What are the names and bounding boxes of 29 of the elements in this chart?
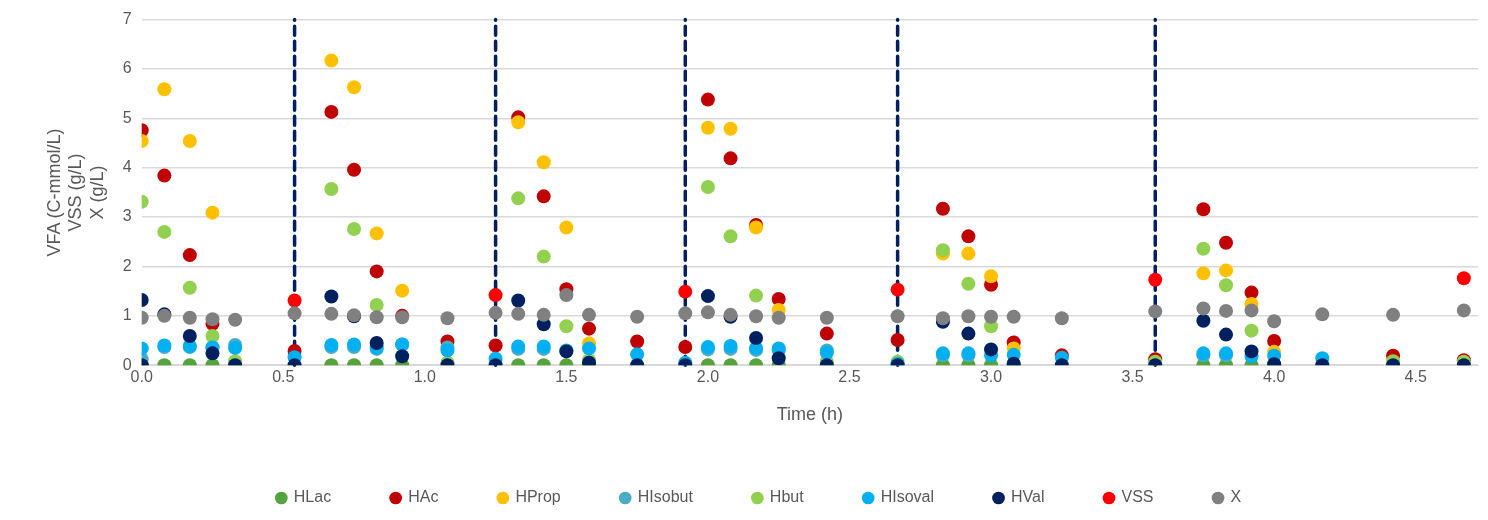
x-tick-label: 1.0: [413, 368, 437, 386]
y-tick-label: 2: [122, 256, 132, 274]
legend-label: Hbut: [769, 488, 805, 506]
legend-label: HProp: [515, 488, 561, 506]
legend-label: HAc: [408, 488, 439, 506]
legend-label: HIsoval: [880, 488, 935, 506]
legend-label: VSS: [1121, 488, 1154, 506]
x-tick-label: 0.0: [130, 368, 153, 386]
legend-label: HIsobut: [637, 488, 694, 506]
x-axis-title: Time (h): [776, 404, 844, 425]
legend-label: X: [1230, 488, 1242, 506]
legend-label: HLac: [293, 488, 332, 506]
x-tick-label: 4.5: [1404, 368, 1427, 386]
x-tick-label: 1.5: [555, 368, 578, 386]
y-axis-title: VFA (C-mmol/L) VSS (g/L) X (g/L): [43, 128, 107, 257]
y-tick-label: 5: [122, 108, 132, 126]
y-tick-label: 6: [122, 59, 132, 77]
x-tick-label: 4.0: [1263, 368, 1286, 386]
y-tick-label: 1: [122, 306, 132, 324]
y-tick-label: 7: [122, 10, 132, 28]
x-tick-label: 2.5: [838, 368, 861, 386]
y-tick-label: 4: [122, 158, 132, 176]
x-tick-label: 2.0: [696, 368, 720, 386]
y-tick-label: 0: [122, 355, 132, 373]
x-tick-label: 0.5: [272, 368, 295, 386]
y-tick-label: 3: [122, 207, 132, 225]
x-tick-label: 3.0: [979, 368, 1003, 386]
legend-label: HVal: [1011, 488, 1045, 506]
x-tick-label: 3.5: [1121, 368, 1144, 386]
